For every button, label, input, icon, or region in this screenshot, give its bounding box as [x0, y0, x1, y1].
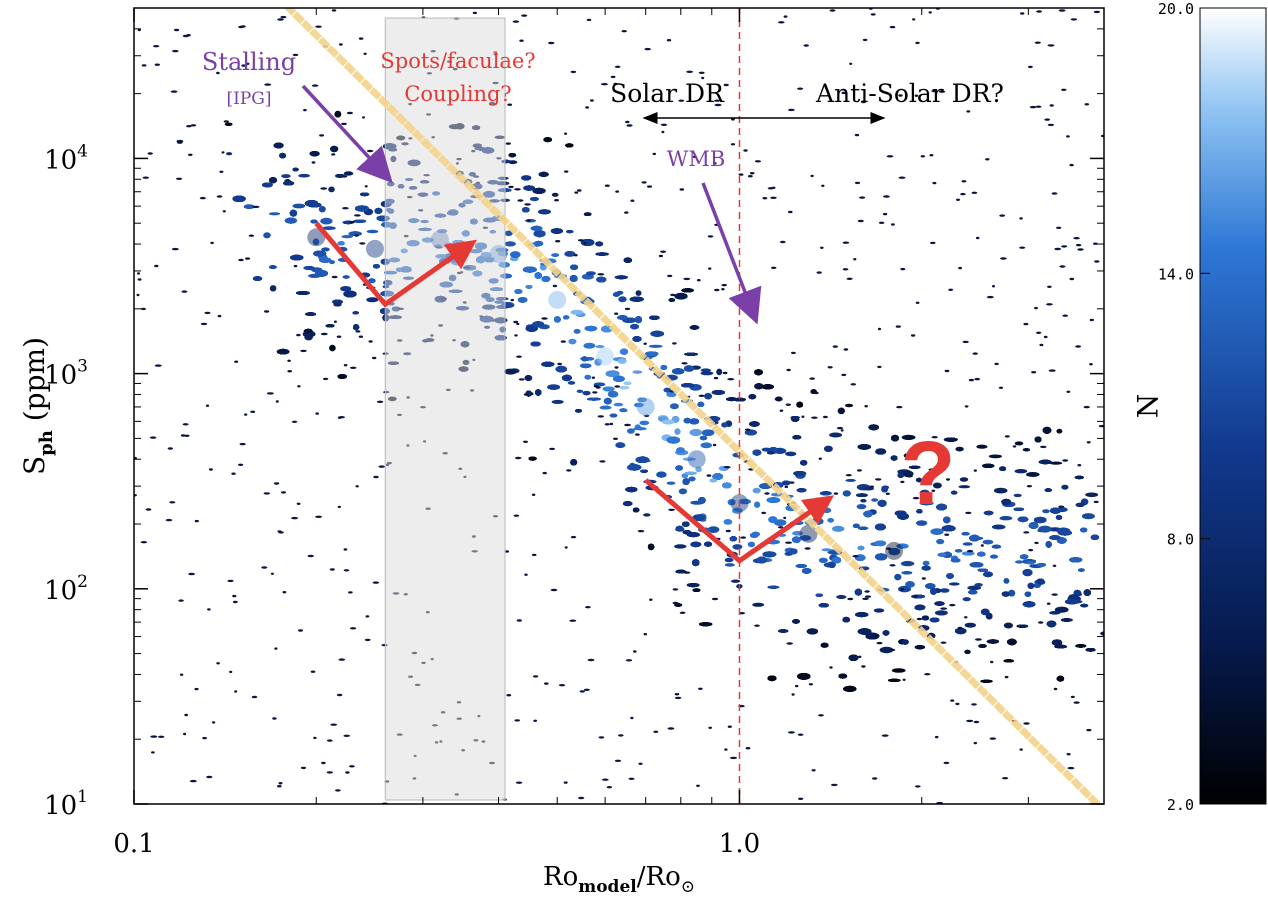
annotation-spots: Spots/faculae?	[380, 49, 535, 73]
dotted-trend-line	[283, 8, 1103, 804]
colorbar-tick-label: 8.0	[1167, 531, 1194, 549]
red-v-arrow-left	[314, 221, 477, 308]
ridge-point-1	[365, 239, 384, 258]
colorbar-tick-label: 2.0	[1167, 796, 1194, 814]
gray-band	[384, 17, 506, 801]
wmb-arrow	[701, 182, 762, 325]
colorbar-tick-label: 14.0	[1158, 265, 1194, 283]
colorbar: 20.0 14.0 8.0 2.0 N	[1132, 0, 1267, 814]
annotation-coupling: Coupling?	[404, 82, 511, 106]
colorbar-ticks: 20.0 14.0 8.0 2.0	[1158, 0, 1210, 814]
ridge-point-0	[307, 228, 326, 247]
annotation-wmb: WMB	[667, 147, 726, 171]
ridge-point-9	[799, 524, 818, 543]
annotation-stalling: Stalling	[202, 48, 296, 76]
y-tick-label: 103	[44, 357, 88, 391]
ridge-point-10	[885, 541, 904, 560]
annotation-ipg: [IPG]	[227, 89, 272, 109]
stalling-arrow	[301, 84, 393, 184]
y-tick-label: 104	[44, 141, 88, 175]
red-v-arrow-right	[644, 478, 835, 564]
y-tick-label: 102	[44, 572, 88, 606]
colorbar-gradient	[1199, 7, 1267, 805]
annotation-question: ?	[901, 424, 956, 524]
colorbar-label: N	[1132, 394, 1165, 419]
colorbar-tick-label: 20.0	[1158, 0, 1194, 18]
plot-area	[134, 8, 1104, 804]
axis-ticks: 0.1 1.0 101 102 103 104	[44, 7, 1105, 859]
annotation-solar-dr: Solar DR	[610, 79, 725, 108]
x-tick-label: 1.0	[719, 829, 760, 859]
x-axis-label: Romodel/Ro⊙	[543, 862, 695, 897]
ridge-point-7	[687, 450, 706, 469]
ridge-point-6	[636, 397, 655, 416]
annotation-anti-solar-dr: Anti-Solar DR?	[815, 79, 1004, 108]
plot-frame	[133, 7, 1105, 805]
ridge-point-4	[548, 290, 567, 309]
ridge-point-5	[596, 347, 615, 366]
y-axis-label: Sph (ppm)	[18, 337, 57, 475]
y-tick-label: 101	[44, 787, 88, 821]
x-tick-label: 0.1	[113, 829, 154, 859]
